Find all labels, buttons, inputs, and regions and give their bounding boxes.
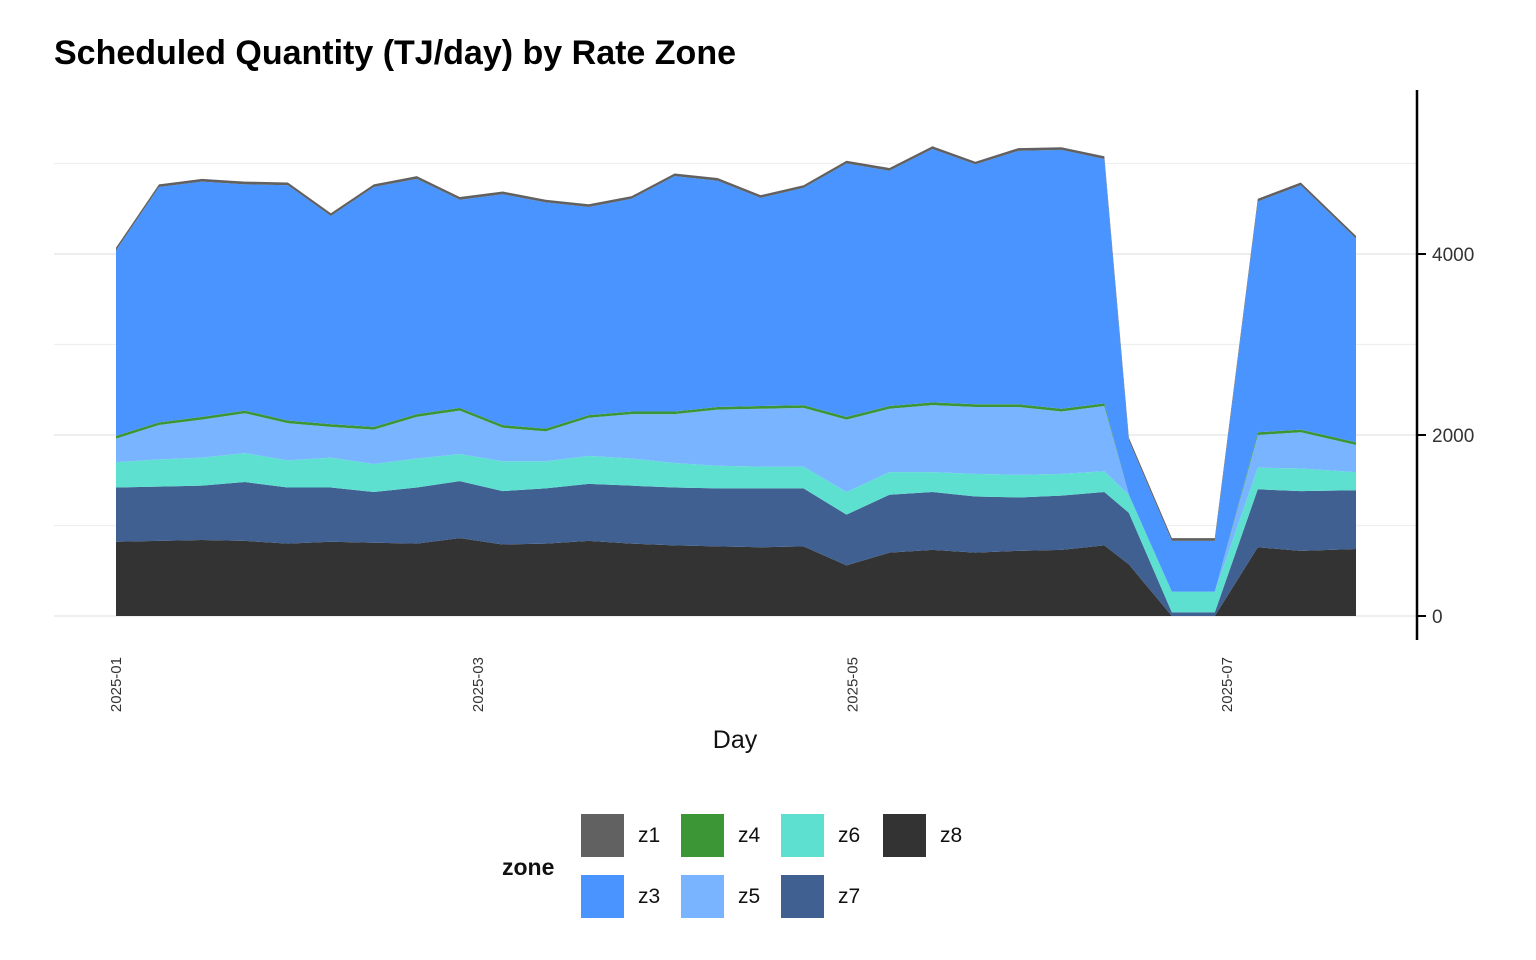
legend-label: z7 bbox=[838, 885, 861, 908]
legend-swatch bbox=[883, 814, 926, 857]
legend-label: z6 bbox=[838, 824, 861, 847]
legend-label: z1 bbox=[638, 824, 661, 847]
area-series bbox=[116, 146, 1356, 616]
x-axis-title: Day bbox=[712, 726, 758, 754]
y-tick-label: 4000 bbox=[1432, 245, 1474, 266]
x-tick-label: 2025-01 bbox=[108, 657, 125, 712]
legend-swatch bbox=[681, 814, 724, 857]
axes: 0 2000 4000 2025-01 2025-03 2025-05 2025-07 bbox=[108, 90, 1474, 712]
legend-label: z8 bbox=[940, 824, 963, 847]
x-tick-label: 2025-03 bbox=[470, 657, 487, 712]
legend-swatch bbox=[681, 875, 724, 918]
x-tick-label: 2025-07 bbox=[1219, 657, 1236, 712]
area-z8 bbox=[116, 538, 1356, 616]
y-tick-label: 2000 bbox=[1432, 426, 1474, 447]
area-z6 bbox=[116, 453, 1356, 613]
y-tick-label: 0 bbox=[1432, 607, 1443, 628]
area-z5 bbox=[116, 405, 1356, 592]
x-tick-label: 2025-05 bbox=[845, 657, 862, 712]
legend-label: z3 bbox=[638, 885, 661, 908]
legend-label: z5 bbox=[738, 885, 761, 908]
legend-swatch bbox=[781, 875, 824, 918]
area-z3 bbox=[116, 149, 1356, 592]
area-z7 bbox=[116, 481, 1356, 616]
legend-swatch bbox=[781, 814, 824, 857]
legend-swatch bbox=[581, 814, 624, 857]
legend-title: zone bbox=[502, 854, 555, 880]
chart-title: Scheduled Quantity (TJ/day) by Rate Zone bbox=[54, 34, 736, 72]
legend-swatch bbox=[581, 875, 624, 918]
legend-label: z4 bbox=[738, 824, 761, 847]
